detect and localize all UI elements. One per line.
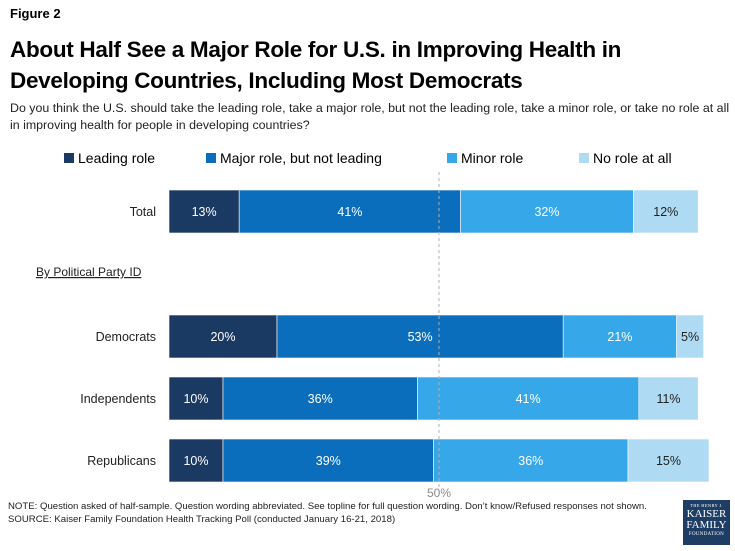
legend-swatch-minor <box>447 153 457 163</box>
data-label-democrats-no-role-at-all: 5% <box>681 330 699 344</box>
figure-label: Figure 2 <box>10 6 61 21</box>
category-label-independents: Independents <box>80 392 156 406</box>
bar-total-leading-role <box>168 189 240 234</box>
bar-republicans-major-role-but-not-leading <box>222 438 434 483</box>
data-label-independents-leading-role: 10% <box>183 392 208 406</box>
reference-line-label: 50% <box>427 486 451 500</box>
bar-democrats-minor-role <box>562 314 677 359</box>
data-label-republicans-no-role-at-all: 15% <box>656 454 681 468</box>
bar-independents-major-role-but-not-leading <box>222 376 418 421</box>
logo-line-1: THE HENRY J. <box>690 503 723 508</box>
footer: NOTE: Question asked of half-sample. Que… <box>8 500 668 526</box>
logo-line-4: FOUNDATION <box>688 532 725 537</box>
footer-source: SOURCE: Kaiser Family Foundation Health … <box>8 514 396 525</box>
bar-independents-leading-role <box>168 376 224 421</box>
category-label-republicans: Republicans <box>87 454 156 468</box>
data-label-total-minor-role: 32% <box>534 205 559 219</box>
legend-label-leading: Leading role <box>78 150 156 166</box>
kff-logo: THE HENRY J. KAISER FAMILY FOUNDATION <box>683 500 730 545</box>
legend-item-none: No role at all <box>579 150 672 166</box>
bar-total-no-role-at-all <box>633 189 699 234</box>
data-label-total-major-role-but-not-leading: 41% <box>337 205 362 219</box>
legend-swatch-none <box>579 153 589 163</box>
legend-swatch-leading <box>64 153 74 163</box>
bar-republicans-no-role-at-all <box>627 438 710 483</box>
legend-item-leading: Leading role <box>64 150 155 166</box>
footer-note: NOTE: Question asked of half-sample. Que… <box>8 501 647 512</box>
data-label-independents-minor-role: 41% <box>516 392 541 406</box>
data-label-republicans-leading-role: 10% <box>183 454 208 468</box>
chart-title: About Half See a Major Role for U.S. in … <box>10 37 622 93</box>
bar-independents-minor-role <box>417 376 640 421</box>
data-label-democrats-minor-role: 21% <box>607 330 632 344</box>
bar-republicans-minor-role <box>433 438 629 483</box>
bar-total-minor-role <box>460 189 634 234</box>
bar-democrats-major-role-but-not-leading <box>276 314 564 359</box>
bar-independents-no-role-at-all <box>638 376 699 421</box>
logo-line-2: KAISER <box>686 508 727 520</box>
logo-line-3: FAMILY <box>686 519 727 531</box>
legend-label-none: No role at all <box>593 150 672 166</box>
group-label: By Political Party ID <box>36 265 142 279</box>
category-label-total: Total <box>130 205 156 219</box>
data-label-democrats-leading-role: 20% <box>210 330 235 344</box>
bar-democrats-no-role-at-all <box>676 314 704 359</box>
legend-item-minor: Minor role <box>447 150 523 166</box>
data-label-democrats-major-role-but-not-leading: 53% <box>408 330 433 344</box>
data-label-total-leading-role: 13% <box>192 205 217 219</box>
data-label-republicans-major-role-but-not-leading: 39% <box>316 454 341 468</box>
legend-label-major: Major role, but not leading <box>220 150 382 166</box>
data-label-republicans-minor-role: 36% <box>518 454 543 468</box>
bar-total-major-role-but-not-leading <box>238 189 461 234</box>
stacked-bar-chart: Total 13% 41% 32% 12% Democrats 20% 53% 21% 5% Ind… <box>36 172 710 500</box>
data-label-independents-no-role-at-all: 11% <box>656 392 680 406</box>
data-label-total-no-role-at-all: 12% <box>653 205 678 219</box>
legend-item-major: Major role, but not leading <box>206 150 382 166</box>
legend-swatch-major <box>206 153 216 163</box>
legend-label-minor: Minor role <box>461 150 524 166</box>
bar-democrats-leading-role <box>168 314 278 359</box>
legend: Leading role Major role, but not leading… <box>0 150 735 168</box>
data-label-independents-major-role-but-not-leading: 36% <box>308 392 333 406</box>
chart-subtitle: Do you think the U.S. should take the le… <box>10 101 730 132</box>
category-label-democrats: Democrats <box>96 330 156 344</box>
